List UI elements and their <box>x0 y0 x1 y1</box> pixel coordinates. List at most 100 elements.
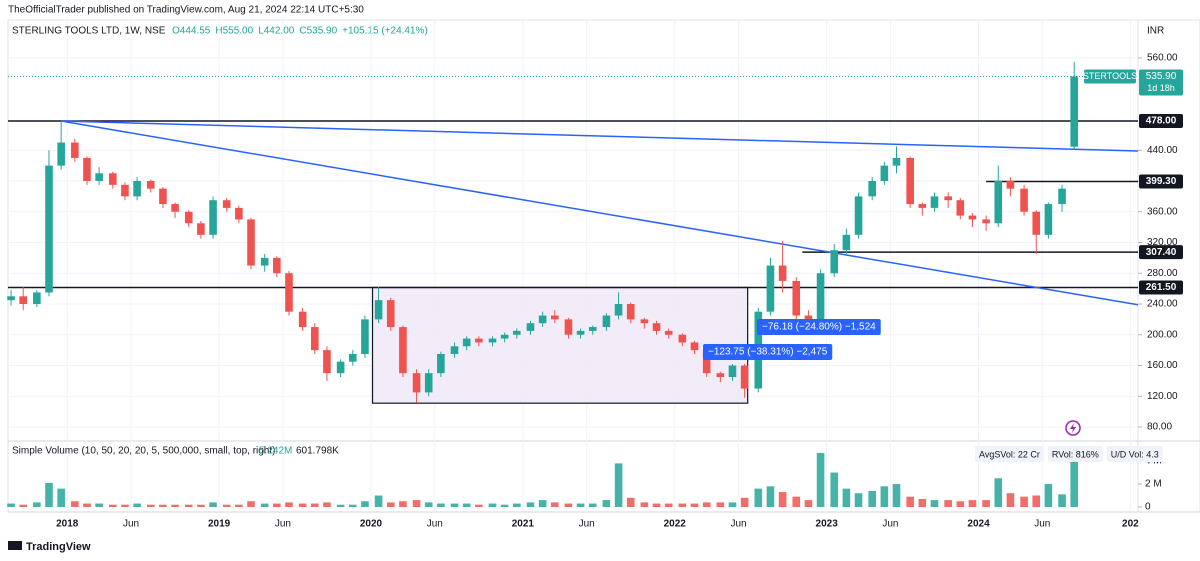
volume-bar <box>868 490 877 507</box>
volume-bar <box>33 502 41 507</box>
volume-stat-text: RVol: 816% <box>1052 449 1099 459</box>
y-tick-label: 280.00 <box>1147 268 1178 279</box>
trend-line <box>61 120 1139 152</box>
candle-body <box>374 300 383 320</box>
candle-body <box>994 180 1003 224</box>
alert-icon[interactable] <box>1065 420 1081 436</box>
candle-body <box>235 207 243 220</box>
volume-tick-label: 0 <box>1145 502 1151 513</box>
y-tick-label: 80.00 <box>1147 422 1172 433</box>
ohlc-value: H555.00 <box>215 26 253 37</box>
x-tick-label: Jun <box>427 519 443 530</box>
volume-bar <box>602 500 611 507</box>
volume-bar <box>437 503 445 507</box>
volume-bar <box>374 495 383 507</box>
trend-line <box>61 120 1139 306</box>
candle-body <box>159 188 167 205</box>
symbol-badge: STERTOOLS <box>1083 71 1137 81</box>
last-price-box <box>1139 69 1183 96</box>
candle-body <box>323 350 331 374</box>
volume-stat-box <box>1106 446 1163 462</box>
volume-bar <box>690 503 699 507</box>
volume-bar <box>716 502 725 507</box>
volume-bar <box>57 488 65 507</box>
candle-body <box>247 219 255 266</box>
volume-bar <box>109 504 117 507</box>
volume-bar <box>994 478 1003 507</box>
volume-bar <box>475 504 483 507</box>
candle-body <box>95 173 103 181</box>
candle-body <box>640 319 649 324</box>
volume-bar <box>792 496 801 507</box>
volume-bar <box>944 500 952 507</box>
volume-bar <box>588 503 597 507</box>
level-label: 399.30 <box>1146 176 1177 187</box>
candle-body <box>500 334 509 339</box>
candle-body <box>956 200 965 216</box>
candle-body <box>766 265 775 312</box>
candle-body <box>716 373 725 378</box>
candle-body <box>804 315 813 320</box>
candle-body <box>830 250 839 274</box>
candle-body <box>1006 180 1015 189</box>
candle-body <box>678 334 687 343</box>
plot-layer: O444.55 H555.00 L442.00 C535.90 +105.15 (+24… <box>7 20 1183 530</box>
y-tick-label: 320.00 <box>1147 237 1178 248</box>
candle-body <box>399 327 407 374</box>
level-label-box <box>1139 114 1183 129</box>
volume-bar <box>906 496 914 507</box>
candle-body <box>121 184 129 197</box>
volume-bar <box>1070 446 1079 507</box>
candle-body <box>652 323 661 331</box>
x-tick-label: 2021 <box>512 519 535 530</box>
candle-body <box>602 315 611 328</box>
x-tick-label: Jun <box>730 519 746 530</box>
symbol-badge-box <box>1084 69 1136 84</box>
candle-body <box>538 315 547 324</box>
brand-logo <box>8 541 22 550</box>
candle-body <box>513 330 521 335</box>
candle-body <box>588 327 597 331</box>
volume-bar <box>424 502 433 507</box>
candle-body <box>412 373 421 393</box>
measure-box <box>703 344 833 360</box>
volume-bar <box>1044 484 1053 507</box>
volume-bar <box>664 503 673 507</box>
candle-body <box>184 211 193 224</box>
candle-body <box>488 338 497 343</box>
volume-last: 5.242M <box>259 446 292 457</box>
candle-body <box>576 330 585 335</box>
candle-body <box>526 323 535 331</box>
volume-bar <box>816 453 825 507</box>
candle-body <box>944 196 952 201</box>
candle-body <box>550 315 559 320</box>
volume-bar <box>513 503 521 507</box>
candle-body <box>475 338 483 343</box>
volume-bar <box>146 504 155 507</box>
candle-body <box>614 303 623 316</box>
y-tick-label: 440.00 <box>1147 145 1178 156</box>
candle-body <box>930 196 939 208</box>
volume-bar <box>526 502 535 507</box>
candle-body <box>1032 211 1041 235</box>
volume-bar <box>500 504 509 507</box>
volume-bar <box>564 503 573 507</box>
volume-bar <box>550 502 559 507</box>
candle-body <box>880 165 889 181</box>
x-tick-label: 202 <box>1122 519 1139 530</box>
volume-bar <box>778 492 787 507</box>
volume-bar <box>892 484 901 507</box>
volume-bar <box>71 501 79 507</box>
alert-bolt <box>1070 423 1076 433</box>
volume-bar <box>361 501 369 507</box>
volume-bar <box>614 463 623 507</box>
candle-body <box>437 353 445 374</box>
currency: INR <box>1147 26 1164 37</box>
x-tick-label: 2023 <box>816 519 839 530</box>
x-tick-label: 2024 <box>967 519 990 530</box>
volume-bar <box>311 503 319 507</box>
candle-body <box>311 327 319 351</box>
volume-bar <box>1020 496 1028 507</box>
volume-bar <box>7 503 15 507</box>
volume-bar <box>766 486 775 507</box>
